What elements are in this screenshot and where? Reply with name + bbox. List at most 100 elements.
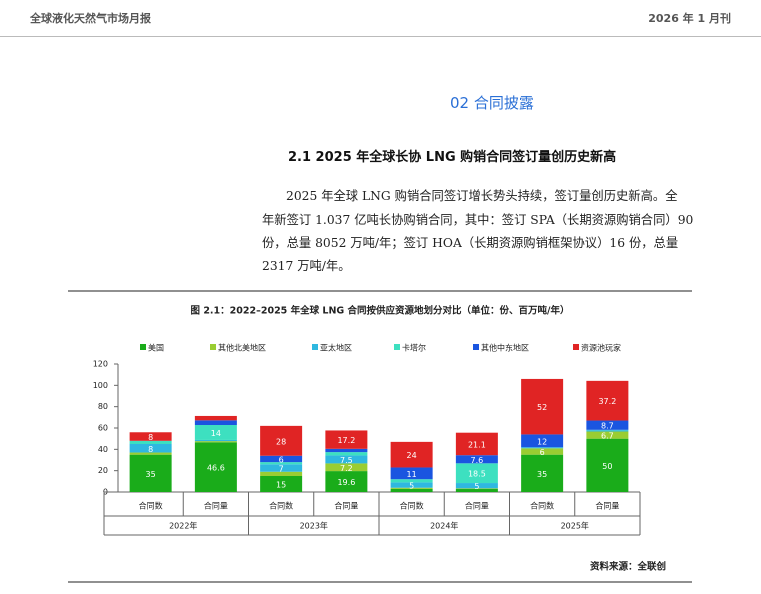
data-label: 8 [148, 433, 153, 442]
x-tick-label: 合同数 [269, 501, 293, 511]
data-label: 52 [537, 403, 547, 412]
data-label: 15 [276, 481, 286, 490]
data-label: 19.6 [337, 478, 355, 487]
chart-title: 图 2.1：2022–2025 年全球 LNG 合同按供应资源地划分对比（单位：… [191, 305, 570, 317]
data-label: 37.2 [598, 397, 616, 406]
data-label: 6 [540, 448, 545, 457]
data-label: 21.1 [468, 440, 486, 449]
x-tick-label: 合同数 [400, 501, 424, 511]
data-label: 8.7 [601, 422, 614, 431]
bar-segment [455, 432, 498, 456]
bar-segment [194, 425, 237, 440]
source: 资料来源：全联创 [590, 561, 666, 573]
paragraph-line: 2317 万吨/年。 [262, 259, 351, 273]
data-label: 11 [407, 470, 417, 479]
bar-segment [260, 476, 303, 492]
bar-segment [260, 464, 303, 472]
bar-segment [586, 438, 629, 492]
bar-segment [129, 444, 172, 453]
bar-segment [260, 425, 303, 456]
bar-segment [390, 441, 433, 468]
bar-segment [455, 455, 498, 464]
bar-segment [586, 431, 629, 439]
legend-swatch [140, 344, 146, 350]
bar-segment [390, 479, 433, 483]
x-tick-label: 合同量 [204, 501, 228, 511]
data-label: 46.6 [207, 464, 225, 473]
legend-label: 其他北美地区 [218, 343, 266, 353]
bar-segment [521, 454, 564, 492]
bar-segment [521, 447, 564, 449]
x-tick-label: 合同量 [465, 501, 489, 511]
bar-segment [455, 483, 498, 489]
bar-segment [586, 380, 629, 421]
bar-segment [390, 482, 433, 488]
data-label: 12 [537, 437, 547, 446]
data-label: 35 [537, 470, 547, 479]
legend-label: 资源池玩家 [581, 343, 621, 353]
bar-segment [325, 463, 368, 472]
bar-segment [325, 430, 368, 449]
data-label: 7.5 [340, 456, 353, 465]
data-label: 14 [211, 429, 221, 438]
x-tick-label: 合同数 [530, 501, 554, 511]
paragraph-line: 2025 年全球 LNG 购销合同签订增长势头持续，签订量创历史新高。全 [286, 189, 678, 203]
y-tick-label: 20 [98, 466, 108, 475]
paragraph-line: 年新签订 1.037 亿吨长协购销合同，其中：签订 SPA（长期资源购销合同）9… [262, 213, 694, 227]
legend-label: 卡塔尔 [402, 343, 426, 353]
bar-segment [521, 448, 564, 455]
bar-segment [455, 488, 498, 490]
bar-segment [455, 489, 498, 492]
y-tick-label: 120 [93, 360, 108, 369]
data-label: 18.5 [468, 470, 486, 479]
data-label: 6.7 [601, 432, 614, 441]
legend-swatch [573, 344, 579, 350]
paragraph-line: 份，总量 8052 万吨/年；签订 HOA（长期资源购销框架协议）16 份，总量 [262, 236, 679, 250]
bar-segment [586, 430, 629, 432]
data-label: 50 [602, 462, 612, 471]
group-label: 2025年 [561, 521, 589, 531]
data-label: 7 [279, 465, 284, 474]
header-rule [0, 36, 761, 37]
legend-label: 其他中东地区 [481, 343, 529, 353]
bar-segment [129, 452, 172, 455]
bar-segment [260, 455, 303, 463]
data-label: 17.2 [337, 436, 355, 445]
bar-segment [194, 415, 237, 421]
section-title: 02 合同披露 [450, 94, 534, 112]
bar-segment [521, 378, 564, 435]
legend-swatch [210, 344, 216, 350]
bar-segment [129, 432, 172, 441]
bar-segment [325, 448, 368, 453]
header-right: 2026 年 1 月刊 [648, 12, 731, 25]
bar-segment [194, 420, 237, 426]
x-tick-label: 合同量 [595, 501, 619, 511]
data-label: 5 [474, 482, 479, 491]
bar-segment [260, 462, 303, 465]
bar-segment [129, 440, 172, 444]
y-tick-label: 80 [98, 402, 108, 411]
bar-segment [260, 471, 303, 476]
y-tick-label: 100 [93, 381, 108, 390]
legend-swatch [473, 344, 479, 350]
data-label: 5 [409, 482, 414, 491]
y-tick-label: 60 [98, 424, 108, 433]
bar-segment [390, 487, 433, 489]
bar-segment [325, 455, 368, 464]
data-label: 28 [276, 437, 286, 446]
x-tick-label: 合同量 [334, 501, 358, 511]
legend-label: 亚太地区 [320, 343, 352, 353]
group-label: 2023年 [300, 521, 328, 531]
group-label: 2024年 [430, 521, 458, 531]
data-label: 8 [148, 445, 153, 454]
bar-segment [390, 467, 433, 480]
bar-segment [194, 441, 237, 443]
legend-swatch [312, 344, 318, 350]
data-label: 35 [146, 470, 156, 479]
bar-segment [521, 434, 564, 448]
bar-segment [586, 420, 629, 430]
subheading: 2.1 2025 年全球长协 LNG 购销合同签订量创历史新高 [288, 150, 617, 165]
data-label: 7.6 [471, 456, 484, 465]
